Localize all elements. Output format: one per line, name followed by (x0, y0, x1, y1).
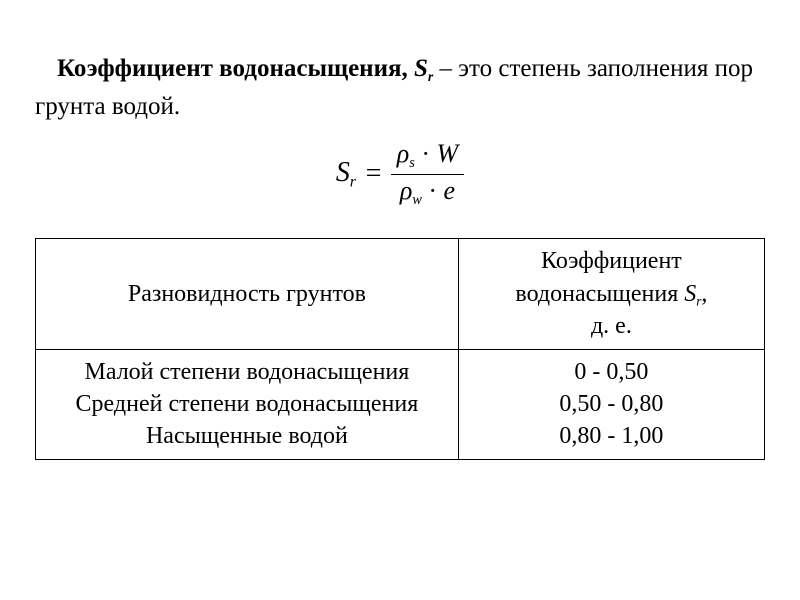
definition-dash: – (433, 55, 458, 82)
fraction-line (391, 174, 464, 175)
formula-equals: = (364, 158, 383, 190)
classification-table: Разновидность грунтов Коэффициент водона… (35, 238, 765, 459)
definition-paragraph: Коэффициент водонасыщения, Sr – это степ… (35, 50, 765, 125)
formula-lhs: Sr (336, 157, 356, 191)
formula: Sr = ρs · W ρw · e (35, 140, 765, 208)
table-header-col2: Коэффициент водонасыщения Sr, д. е. (458, 239, 764, 349)
table-values-cell: 0 - 0,50 0,50 - 0,80 0,80 - 1,00 (458, 349, 764, 459)
definition-term: Коэффициент водонасыщения, Sr (57, 55, 433, 82)
table-header-col1: Разновидность грунтов (36, 239, 459, 349)
formula-fraction: ρs · W ρw · e (391, 140, 464, 208)
table-body-row: Малой степени водонасыщения Средней степ… (36, 349, 765, 459)
formula-denominator: ρw · e (394, 177, 461, 209)
table-labels-cell: Малой степени водонасыщения Средней степ… (36, 349, 459, 459)
table-header-row: Разновидность грунтов Коэффициент водона… (36, 239, 765, 349)
formula-numerator: ρs · W (391, 140, 464, 172)
